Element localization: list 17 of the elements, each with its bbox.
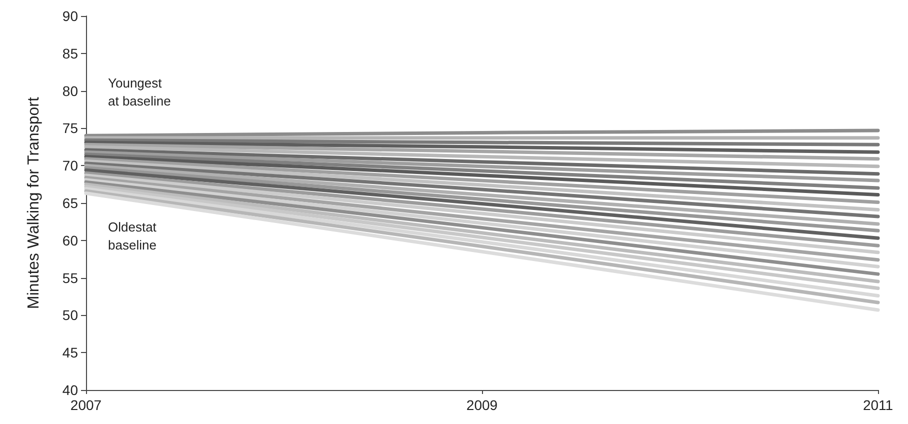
y-tick-label: 65 [62, 195, 78, 211]
y-tick-label: 45 [62, 344, 78, 361]
y-tick-label: 55 [62, 270, 78, 286]
x-tick-label: 2011 [862, 397, 894, 413]
y-tick-label: 40 [62, 382, 78, 398]
y-axis-title: Minutes Walking for Transport [26, 96, 42, 309]
y-tick-label: 70 [62, 158, 78, 174]
y-tick-label: 85 [62, 45, 78, 62]
y-tick-label: 80 [62, 82, 78, 99]
annotation: Oldestat baseline [108, 220, 157, 252]
y-tick-label: 90 [62, 8, 78, 24]
y-tick-label: 75 [62, 120, 78, 136]
annotation: Youngest at baseline [108, 76, 171, 108]
x-tick-label: 2007 [70, 397, 102, 413]
x-tick-label: 2009 [466, 397, 498, 413]
y-tick-label: 50 [62, 307, 78, 324]
y-tick-label: 60 [62, 232, 78, 248]
